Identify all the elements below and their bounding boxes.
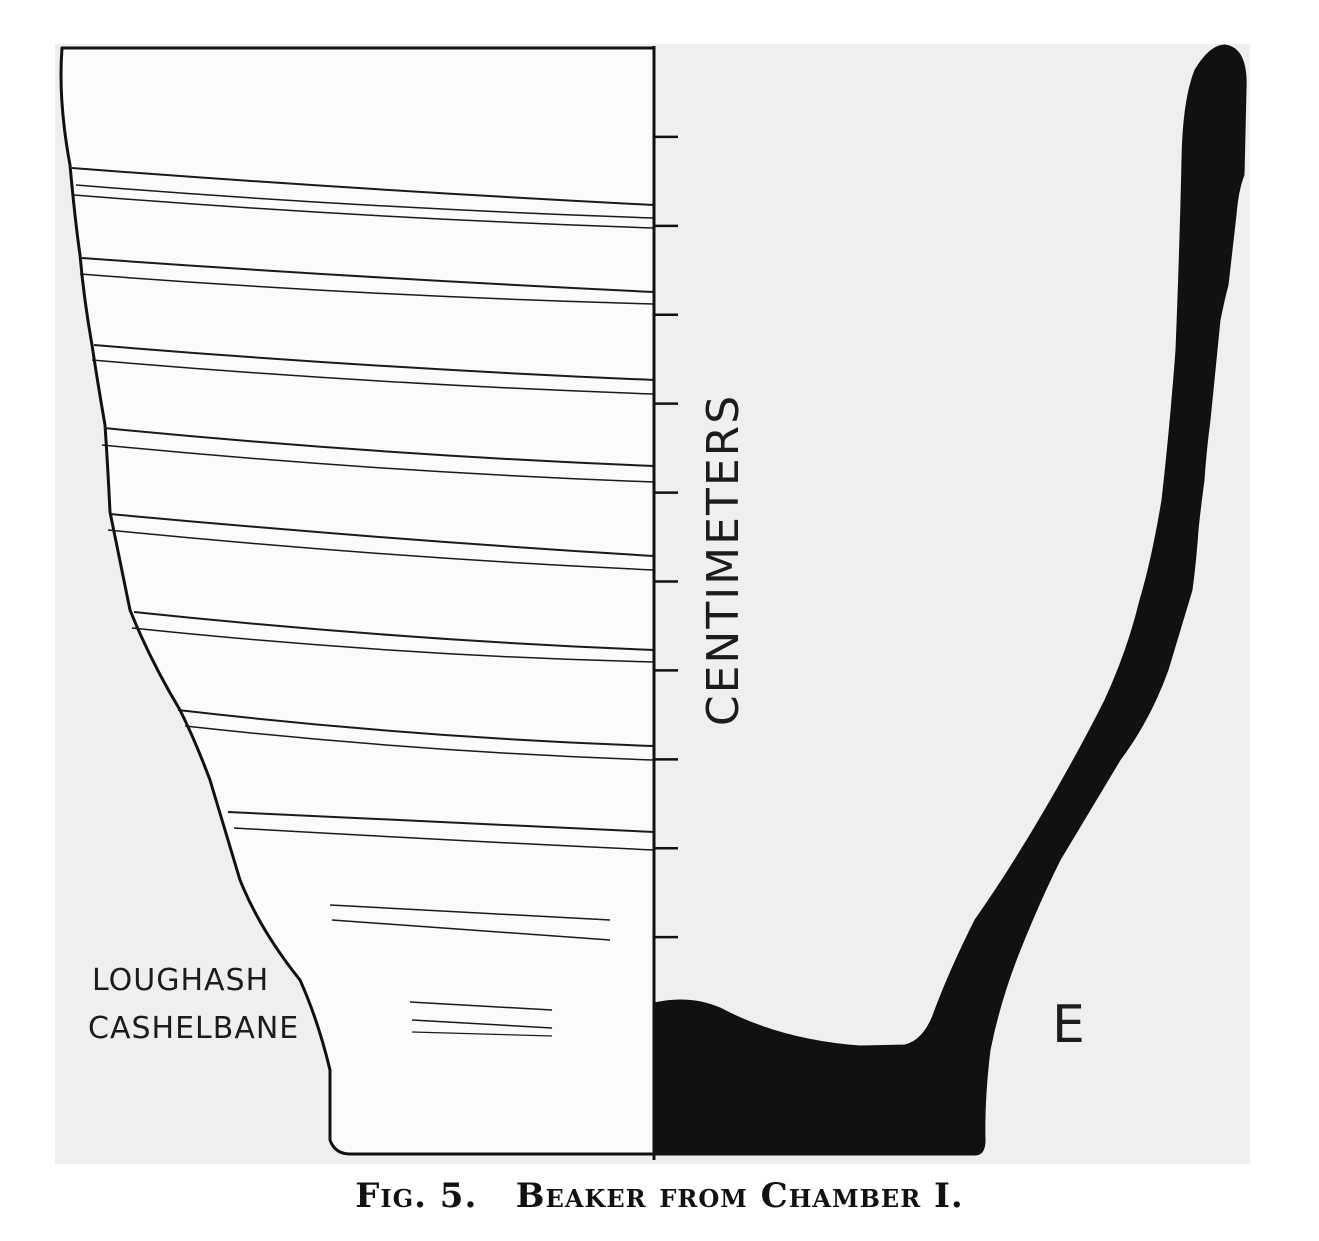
figure-letter: E xyxy=(1052,995,1085,1055)
cord-band xyxy=(75,184,655,219)
cord-band xyxy=(409,1001,553,1011)
centimeters-label: CENTIMETERS xyxy=(698,394,749,726)
cord-band xyxy=(329,904,611,921)
cord-band xyxy=(93,344,655,381)
cord-band xyxy=(411,1031,553,1037)
figure-caption: Fig. 5. Beaker from Chamber I. xyxy=(355,1176,964,1216)
beaker-exterior-outline xyxy=(59,46,654,1156)
beaker-section-profile xyxy=(653,44,1247,1156)
centimeter-scale-ticks xyxy=(654,135,678,939)
cord-band xyxy=(411,1019,553,1029)
cord-band xyxy=(331,919,611,941)
cord-band xyxy=(103,427,655,467)
cord-impressions xyxy=(71,167,655,1037)
cord-band xyxy=(73,194,655,229)
site-label-line-2: CASHELBANE xyxy=(88,1011,299,1046)
cord-band xyxy=(227,811,655,833)
cord-band xyxy=(133,611,655,651)
cord-band xyxy=(107,529,655,571)
cord-band xyxy=(71,167,655,206)
cord-band xyxy=(91,359,655,395)
cord-band xyxy=(109,513,655,557)
cord-band xyxy=(233,827,655,851)
cord-band xyxy=(81,257,655,293)
cord-band xyxy=(79,273,655,305)
cord-band xyxy=(101,444,655,483)
cord-band xyxy=(177,709,655,747)
site-label-line-1: LOUGHASH xyxy=(92,963,269,998)
cord-band xyxy=(131,627,655,663)
cord-band xyxy=(184,725,655,761)
